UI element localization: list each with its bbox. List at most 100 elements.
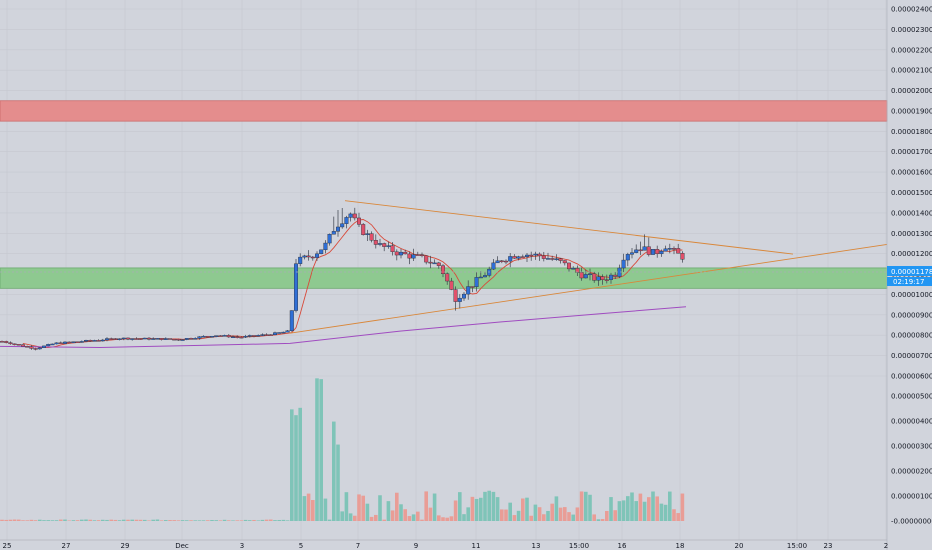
candle-body [306,255,311,258]
volume-bar [462,514,466,521]
volume-bar [642,501,647,521]
candle-body [58,342,63,345]
volume-bar [214,520,218,521]
candle-body [251,335,256,337]
volume-bar [147,520,151,521]
grid [0,0,887,540]
volume-bar [180,520,185,521]
volume-bar [306,493,311,521]
volume-bar [46,520,50,521]
candle-body [541,255,546,259]
volume-bar [227,520,231,521]
volume-bar [210,520,214,521]
volume-bar [647,497,651,521]
volume-bar [554,496,559,521]
time-tick-label: 27 [62,542,71,550]
volume-bar [575,507,580,521]
volume-bar [424,491,428,521]
price-tick-label: 0.00001300 [891,230,932,238]
volume-bar [344,492,349,521]
price-axis[interactable]: 0.00002400 0.00002300 0.00002200 0.00002100… [891,6,932,381]
candle-body [651,249,656,255]
candle-body [604,279,609,281]
volume-bar [432,493,437,521]
volume-tick-label: 0.00000300 [891,443,932,451]
candle-body [331,231,336,235]
candle-body [176,339,181,341]
time-tick-label: 11 [472,542,481,550]
volume-bar [668,491,672,521]
candle-body [478,276,483,279]
volume-bar [453,500,458,521]
volume-bar [101,519,105,521]
volume-bar [395,492,399,521]
volume-bar [239,520,244,521]
volume-bar [327,519,332,521]
candle-body [294,263,299,311]
candle-body [218,335,223,337]
candle-body [29,346,34,349]
long-moving-average [0,306,687,349]
candle-body [67,341,72,344]
candle-body [37,347,42,350]
volume-bar [4,519,8,521]
volume-bar [50,520,55,521]
current-price-badge [887,266,932,276]
candle-body [163,338,168,340]
candle-body [315,253,320,258]
candle-body [579,272,584,279]
candle-body [222,335,227,337]
candle-body [420,254,425,256]
volume-bar [491,491,496,521]
candle-body [390,245,395,253]
volume-bar [151,519,155,521]
candle-body [529,254,534,257]
candle-body [403,251,408,255]
volume-bar [600,519,605,521]
volume-bar [273,520,277,521]
volume-bar [0,519,4,521]
volume-bar [676,513,680,521]
volume-bar [332,421,336,521]
candle-body [235,336,240,338]
candle-body [562,260,567,264]
candle-body [583,274,588,279]
candle-body [298,256,303,264]
candle-body [247,335,252,337]
volume-bar [281,519,286,521]
volume-bar [621,500,626,521]
candle-body [659,250,664,255]
candle-body [172,338,177,341]
candle-body [230,336,235,338]
candle-body [470,286,475,288]
volume-bar [248,520,252,521]
countdown-label: 02:19:17 [893,278,924,286]
volume-bar [449,516,454,521]
volume-bar [17,519,21,521]
volume-bar [80,519,84,521]
volume-bar [474,498,479,521]
volume-bar [634,501,638,521]
candle-body [336,226,341,232]
volume-bar [189,520,193,521]
candle-body [109,338,114,340]
candle-body [260,334,265,336]
volume-bar [479,497,483,521]
volume-bar [399,504,403,521]
volume-bar [504,509,508,521]
time-tick-label: 2 [884,542,888,550]
candle-body [25,346,30,348]
candle-body [625,254,630,261]
trendlines [289,200,888,334]
volume-bar [38,519,42,521]
time-axis[interactable]: 25 27 29 Dec 3 5 7 9 11 13 15:00 16 18 20 15:00 23 2 [3,542,889,550]
candle-body [117,338,122,340]
countdown-badge [887,277,932,286]
volume-bar [59,519,63,521]
candle-body [646,246,651,255]
candle-body [113,338,118,340]
volume-bar [567,512,571,521]
price-tick-label: 0.00002200 [891,46,932,54]
volume-tick-label: 0.00000500 [891,393,932,401]
